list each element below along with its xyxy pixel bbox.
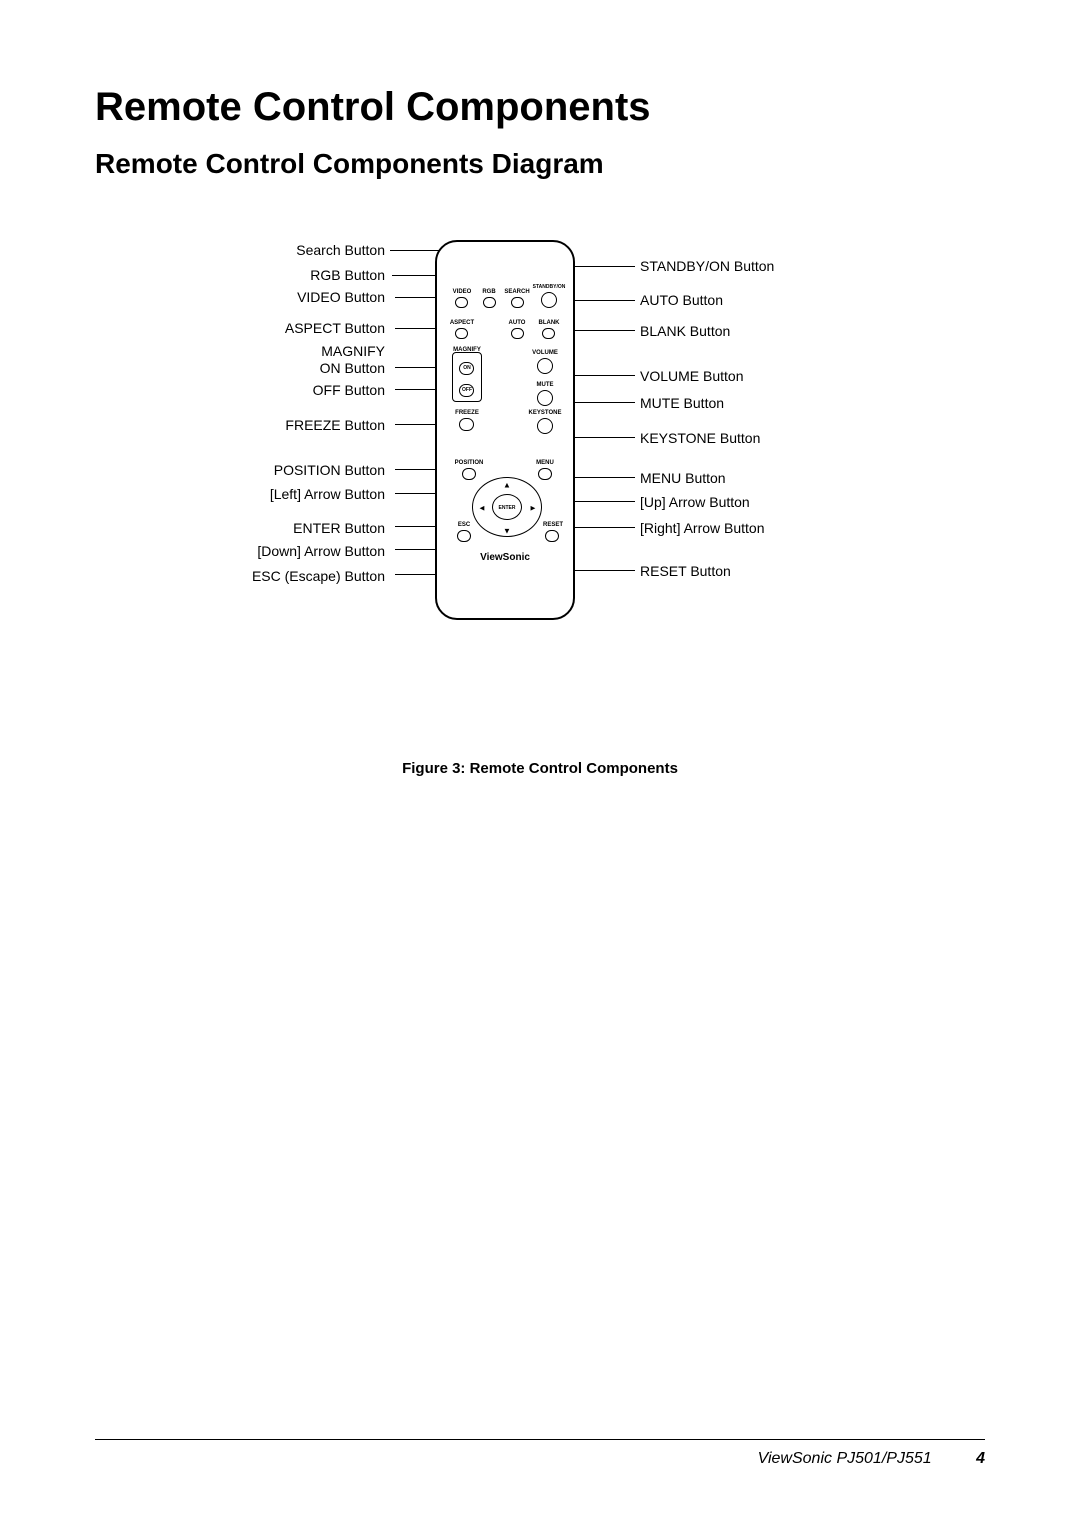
label-esc: ESC (Escape) Button [252, 568, 385, 585]
btn-label: ASPECT [450, 320, 474, 326]
figure-caption: Figure 3: Remote Control Components [95, 760, 985, 777]
freeze-button [459, 418, 474, 431]
volume-button [537, 358, 553, 374]
label-search: Search Button [296, 242, 385, 259]
btn-label: BLANK [539, 320, 560, 326]
label-standby: STANDBY/ON Button [640, 258, 774, 275]
page-subtitle: Remote Control Components Diagram [95, 148, 985, 180]
standby-button [541, 292, 557, 308]
btn-label: SEARCH [504, 289, 529, 295]
auto-button [511, 328, 524, 339]
btn-label: AUTO [509, 320, 526, 326]
btn-label: ON [463, 365, 471, 371]
down-arrow-icon: ▼ [503, 527, 511, 536]
btn-label: VIDEO [453, 289, 472, 295]
label-mute: MUTE Button [640, 395, 724, 412]
btn-label: RESET [543, 522, 563, 528]
page-title: Remote Control Components [95, 85, 985, 130]
label-volume: VOLUME Button [640, 368, 744, 385]
rgb-button [483, 297, 496, 308]
footer-page-number: 4 [976, 1450, 985, 1467]
label-keystone: KEYSTONE Button [640, 430, 760, 447]
menu-button [538, 468, 552, 480]
esc-button [457, 530, 471, 542]
reset-button [545, 530, 559, 542]
up-arrow-icon: ▲ [503, 481, 511, 490]
label-right-arrow: [Right] Arrow Button [640, 520, 765, 537]
btn-label: ESC [458, 522, 470, 528]
label-on: ON Button [320, 360, 385, 377]
search-button [511, 297, 524, 308]
btn-label: VOLUME [532, 350, 558, 356]
label-blank: BLANK Button [640, 323, 730, 340]
page: Remote Control Components Remote Control… [0, 0, 1080, 1528]
btn-label: MAGNIFY [453, 347, 481, 353]
label-left-arrow: [Left] Arrow Button [270, 486, 385, 503]
btn-label: FREEZE [455, 410, 479, 416]
video-button [455, 297, 468, 308]
brand-label: ViewSonic [480, 552, 530, 563]
btn-label: OFF [462, 387, 472, 393]
btn-label: RGB [482, 289, 495, 295]
label-position: POSITION Button [274, 462, 385, 479]
label-rgb: RGB Button [310, 267, 385, 284]
btn-label: KEYSTONE [529, 410, 562, 416]
label-video: VIDEO Button [297, 289, 385, 306]
footer-product: ViewSonic PJ501/PJ551 [758, 1450, 932, 1467]
label-auto: AUTO Button [640, 292, 723, 309]
label-aspect: ASPECT Button [285, 320, 385, 337]
aspect-button [455, 328, 468, 339]
btn-label: POSITION [455, 460, 484, 466]
label-menu: MENU Button [640, 470, 726, 487]
label-reset: RESET Button [640, 563, 731, 580]
btn-label: STANDBY/ON [533, 284, 566, 290]
blank-button [542, 328, 555, 339]
label-freeze: FREEZE Button [285, 417, 385, 434]
right-arrow-icon: ► [529, 504, 537, 513]
position-button [462, 468, 476, 480]
label-down-arrow: [Down] Arrow Button [257, 543, 385, 560]
btn-label: MUTE [537, 382, 554, 388]
label-magnify: MAGNIFY [321, 343, 385, 360]
remote-body: VIDEO RGB SEARCH STANDBY/ON ASPECT AUTO … [435, 240, 575, 620]
label-up-arrow: [Up] Arrow Button [640, 494, 750, 511]
label-off: OFF Button [313, 382, 385, 399]
page-footer: ViewSonic PJ501/PJ551 4 [95, 1439, 985, 1468]
label-enter: ENTER Button [293, 520, 385, 537]
diagram-area: Search Button RGB Button VIDEO Button AS… [95, 230, 985, 710]
btn-label: ENTER [499, 505, 516, 511]
mute-button [537, 390, 553, 406]
left-arrow-icon: ◄ [478, 504, 486, 513]
btn-label: MENU [536, 460, 554, 466]
keystone-button [537, 418, 553, 434]
